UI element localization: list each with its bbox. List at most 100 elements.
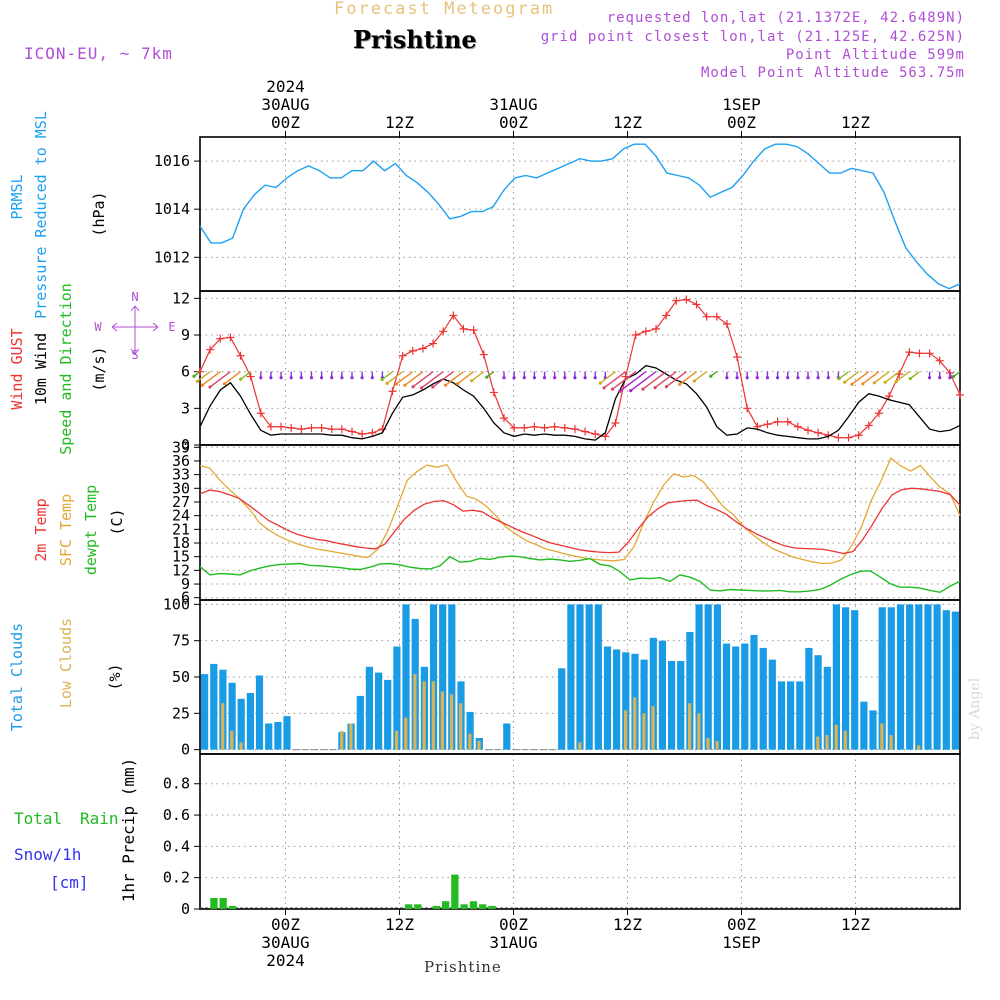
total-cloud-bar xyxy=(677,661,685,750)
wind-barb-tip xyxy=(725,376,729,380)
total-cloud-bar xyxy=(695,604,703,750)
total-cloud-bar xyxy=(924,604,932,750)
wind-barb-tip xyxy=(692,379,696,383)
gust-marker xyxy=(206,345,215,354)
wind-barb xyxy=(630,371,657,392)
ytick-label-clouds: 100 xyxy=(163,595,190,613)
compass-n: N xyxy=(131,290,138,304)
wind-barb xyxy=(381,371,393,381)
bottom-time-label: 12Z xyxy=(613,915,642,934)
gust-marker xyxy=(489,388,498,397)
pressure-line xyxy=(199,143,961,290)
wind-barb-tip xyxy=(222,382,227,386)
gust-marker xyxy=(854,431,863,440)
total-cloud-bar xyxy=(283,716,291,750)
wind-barb xyxy=(838,371,849,380)
ytick-label-clouds: 0 xyxy=(181,741,190,759)
wind-barb-tip xyxy=(532,376,537,380)
location-title: Prishtine xyxy=(353,25,477,54)
wind-barb-tip xyxy=(573,376,577,380)
gust-line xyxy=(199,298,961,439)
low-cloud-bar xyxy=(431,681,435,750)
gust-marker xyxy=(844,433,853,442)
total-cloud-bar xyxy=(906,604,914,750)
wind-barb-tip xyxy=(502,376,506,380)
wind-barb-tip xyxy=(952,374,956,379)
gust-marker xyxy=(439,327,448,336)
temp-label-unit: (C) xyxy=(108,508,126,535)
ytick-label-temperature: 36 xyxy=(172,452,190,470)
gust-marker xyxy=(611,419,620,427)
wind-barb-tip xyxy=(678,382,682,386)
ytick-label-pressure: 1012 xyxy=(154,248,190,266)
bottom-time-label: 00Z xyxy=(499,915,528,934)
wind-barb xyxy=(603,371,627,389)
wind-barb-tip xyxy=(641,387,645,391)
wind-barb-tip xyxy=(653,386,657,390)
total-cloud-bar xyxy=(732,646,740,750)
total-cloud-bar xyxy=(613,649,621,750)
gust-marker xyxy=(236,351,245,360)
wind-label-speed-dir: Speed and Direction xyxy=(57,283,75,455)
total-cloud-bar xyxy=(503,723,511,750)
top-time-label: 00Z xyxy=(271,113,300,132)
total-cloud-bar xyxy=(878,607,886,750)
wind-barb xyxy=(395,371,414,385)
ytick-label-clouds: 25 xyxy=(172,704,190,722)
wind-barb-tip xyxy=(765,376,770,380)
total-cloud-bar xyxy=(429,604,438,750)
bottom-time-label: 00Z xyxy=(271,915,300,934)
gust-marker xyxy=(429,339,438,348)
gust-marker xyxy=(500,414,508,423)
top-time-label: 1SEP xyxy=(722,95,761,114)
ytick-label-temperature: 6 xyxy=(181,589,190,607)
ytick-label-temperature: 15 xyxy=(172,548,190,566)
gust-marker xyxy=(652,324,660,333)
precip-label-total: Total xyxy=(14,809,62,828)
compass-rose xyxy=(111,305,159,355)
total-cloud-bar xyxy=(787,681,795,750)
wind-barb xyxy=(654,371,677,389)
gust-marker xyxy=(712,312,721,321)
low-cloud-bar xyxy=(440,691,444,750)
ytick-label-precip: 0.8 xyxy=(163,775,190,793)
gust-marker xyxy=(327,425,336,434)
gust-marker xyxy=(307,423,316,432)
gust-marker xyxy=(722,320,731,328)
wind-barb-tip xyxy=(192,374,196,378)
gust-marker xyxy=(956,390,964,399)
gust-marker xyxy=(256,409,265,418)
gust-marker xyxy=(337,425,346,434)
total-cloud-bar xyxy=(814,655,822,750)
precip-bar xyxy=(219,898,227,909)
total-cloud-bar xyxy=(393,646,401,750)
wind-barb-tip xyxy=(610,387,615,391)
wind-barb-tip xyxy=(350,376,354,380)
total-cloud-bar xyxy=(448,604,456,750)
total-cloud-bar xyxy=(942,610,950,750)
precip-bar xyxy=(451,874,459,909)
wind-barb-tip xyxy=(208,385,212,389)
gust-marker xyxy=(773,417,782,426)
precip-bar xyxy=(479,904,487,909)
gust-marker xyxy=(226,333,235,342)
wind-barb xyxy=(432,371,454,388)
precip-bar xyxy=(210,898,218,909)
low-cloud-bar xyxy=(395,730,399,750)
wind-barb-tip xyxy=(826,376,830,380)
wind-barb xyxy=(457,371,475,385)
wind-barb-tip xyxy=(709,374,713,378)
gust-marker xyxy=(864,421,873,430)
wind-barb-tip xyxy=(485,375,489,379)
clouds-label-total: Total Clouds xyxy=(8,623,26,731)
low-cloud-bar xyxy=(642,713,646,750)
low-cloud-bar xyxy=(404,717,408,750)
wind-barb-tip xyxy=(403,383,407,387)
total-cloud-bar xyxy=(466,711,474,750)
wind-barb xyxy=(693,371,708,382)
total-cloud-bar xyxy=(356,695,364,750)
wind-barb-tip xyxy=(330,376,334,380)
gust-marker xyxy=(469,326,478,335)
ytick-label-temperature: 27 xyxy=(172,493,190,511)
